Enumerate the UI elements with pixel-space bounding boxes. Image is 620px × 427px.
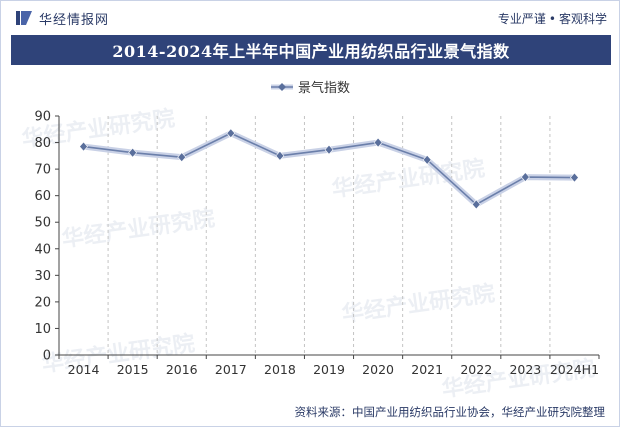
data-point [471, 199, 481, 210]
y-tick-label: 10 [34, 322, 51, 337]
x-tick-label: 2018 [264, 362, 296, 377]
data-point [275, 150, 285, 161]
line-chart: 景气指数 0 10 20 30 40 50 60 70 80 90 2014 2015 2016 2017… [34, 80, 600, 377]
x-tick-label: 2014 [68, 362, 100, 377]
data-point [422, 154, 432, 165]
data-point [373, 137, 383, 148]
y-tick-label: 30 [34, 269, 51, 284]
data-point [177, 152, 187, 163]
y-tick-label: 90 [34, 110, 51, 125]
x-tick-label: 2019 [313, 362, 345, 377]
y-tick-label: 0 [43, 349, 51, 364]
y-tick-label: 60 [34, 189, 51, 204]
data-point [570, 172, 579, 183]
series-layer [79, 128, 579, 210]
data-point [79, 141, 88, 152]
x-tick-label: 2023 [509, 362, 541, 377]
brand-name: 华经情报网 [39, 12, 110, 28]
chart-title-bar: 2014-2024年上半年中国产业用纺织品行业景气指数 [11, 35, 611, 65]
x-tick-label: 2015 [117, 362, 149, 377]
axes: 0 10 20 30 40 50 60 70 80 90 2014 2015 2016 2017 2018 2… [34, 110, 600, 377]
x-tick-label: 2016 [166, 362, 198, 377]
legend-marker-icon [278, 83, 286, 91]
tagline: 专业严谨 • 客观科学 [498, 10, 607, 27]
x-tick-label: 2022 [460, 362, 492, 377]
tagline-right: 客观科学 [558, 12, 607, 26]
tagline-left: 专业严谨 [497, 12, 546, 26]
legend: 景气指数 [271, 80, 350, 96]
top-bar: 华经情报网 专业严谨 • 客观科学 [1, 1, 619, 33]
y-tick-label: 40 [34, 242, 51, 257]
y-tick-label: 80 [34, 136, 51, 151]
x-tick-label: 2020 [362, 362, 394, 377]
brand: 华经情报网 [15, 9, 110, 28]
brand-logo-icon [16, 11, 32, 25]
data-point [226, 128, 236, 139]
series-line-halo [83, 130, 575, 208]
x-tick-label: 2017 [215, 362, 247, 377]
data-point [324, 144, 334, 155]
data-point [128, 147, 138, 158]
x-tick-label: 2021 [411, 362, 443, 377]
chart-title: 2014-2024年上半年中国产业用纺织品行业景气指数 [112, 42, 510, 61]
y-tick-label: 20 [34, 295, 51, 310]
y-tick-label: 70 [34, 163, 51, 178]
source-note: 资料来源：中国产业用纺织品行业协会，华经产业研究院整理 [294, 405, 606, 419]
y-tick-label: 50 [34, 216, 51, 231]
data-point [520, 172, 530, 183]
x-tick-label: 2024H1 [550, 362, 599, 377]
legend-label: 景气指数 [298, 80, 350, 96]
grid-lines [107, 116, 551, 355]
separator-dot-icon: • [548, 12, 556, 26]
